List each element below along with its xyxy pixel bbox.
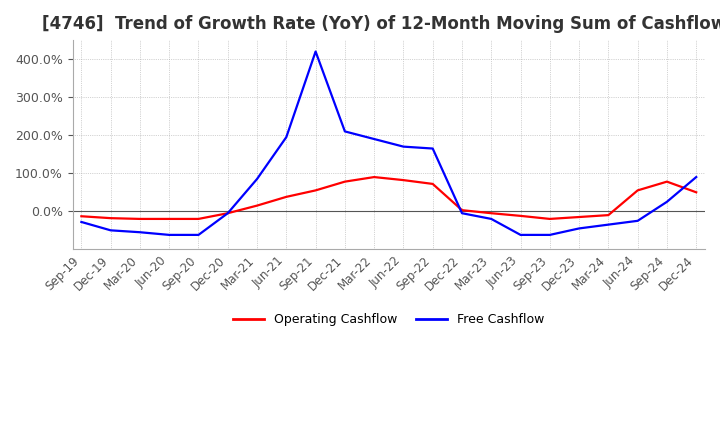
Operating Cashflow <box>575 214 583 220</box>
Free Cashflow <box>516 232 525 238</box>
Operating Cashflow <box>516 213 525 219</box>
Free Cashflow <box>77 219 86 224</box>
Line: Free Cashflow: Free Cashflow <box>81 51 696 235</box>
Operating Cashflow <box>692 190 701 195</box>
Free Cashflow <box>546 232 554 238</box>
Operating Cashflow <box>165 216 174 222</box>
Operating Cashflow <box>282 194 291 199</box>
Operating Cashflow <box>223 211 232 216</box>
Free Cashflow <box>458 211 467 216</box>
Operating Cashflow <box>662 179 671 184</box>
Operating Cashflow <box>341 179 349 184</box>
Free Cashflow <box>634 218 642 224</box>
Operating Cashflow <box>399 177 408 183</box>
Line: Operating Cashflow: Operating Cashflow <box>81 177 696 219</box>
Title: [4746]  Trend of Growth Rate (YoY) of 12-Month Moving Sum of Cashflows: [4746] Trend of Growth Rate (YoY) of 12-… <box>42 15 720 33</box>
Operating Cashflow <box>107 216 115 221</box>
Free Cashflow <box>692 174 701 180</box>
Operating Cashflow <box>135 216 144 222</box>
Free Cashflow <box>253 176 261 182</box>
Free Cashflow <box>487 216 495 222</box>
Operating Cashflow <box>634 188 642 193</box>
Free Cashflow <box>428 146 437 151</box>
Free Cashflow <box>604 222 613 227</box>
Operating Cashflow <box>546 216 554 222</box>
Operating Cashflow <box>194 216 203 222</box>
Operating Cashflow <box>487 211 495 216</box>
Free Cashflow <box>282 135 291 140</box>
Operating Cashflow <box>253 203 261 208</box>
Operating Cashflow <box>311 188 320 193</box>
Operating Cashflow <box>604 213 613 218</box>
Operating Cashflow <box>458 208 467 213</box>
Free Cashflow <box>165 232 174 238</box>
Free Cashflow <box>107 227 115 233</box>
Legend: Operating Cashflow, Free Cashflow: Operating Cashflow, Free Cashflow <box>228 308 550 331</box>
Free Cashflow <box>223 211 232 216</box>
Operating Cashflow <box>370 174 379 180</box>
Free Cashflow <box>399 144 408 149</box>
Free Cashflow <box>662 199 671 205</box>
Free Cashflow <box>311 49 320 54</box>
Free Cashflow <box>370 136 379 142</box>
Free Cashflow <box>135 230 144 235</box>
Operating Cashflow <box>428 181 437 187</box>
Operating Cashflow <box>77 213 86 219</box>
Free Cashflow <box>341 129 349 134</box>
Free Cashflow <box>575 226 583 231</box>
Free Cashflow <box>194 232 203 238</box>
